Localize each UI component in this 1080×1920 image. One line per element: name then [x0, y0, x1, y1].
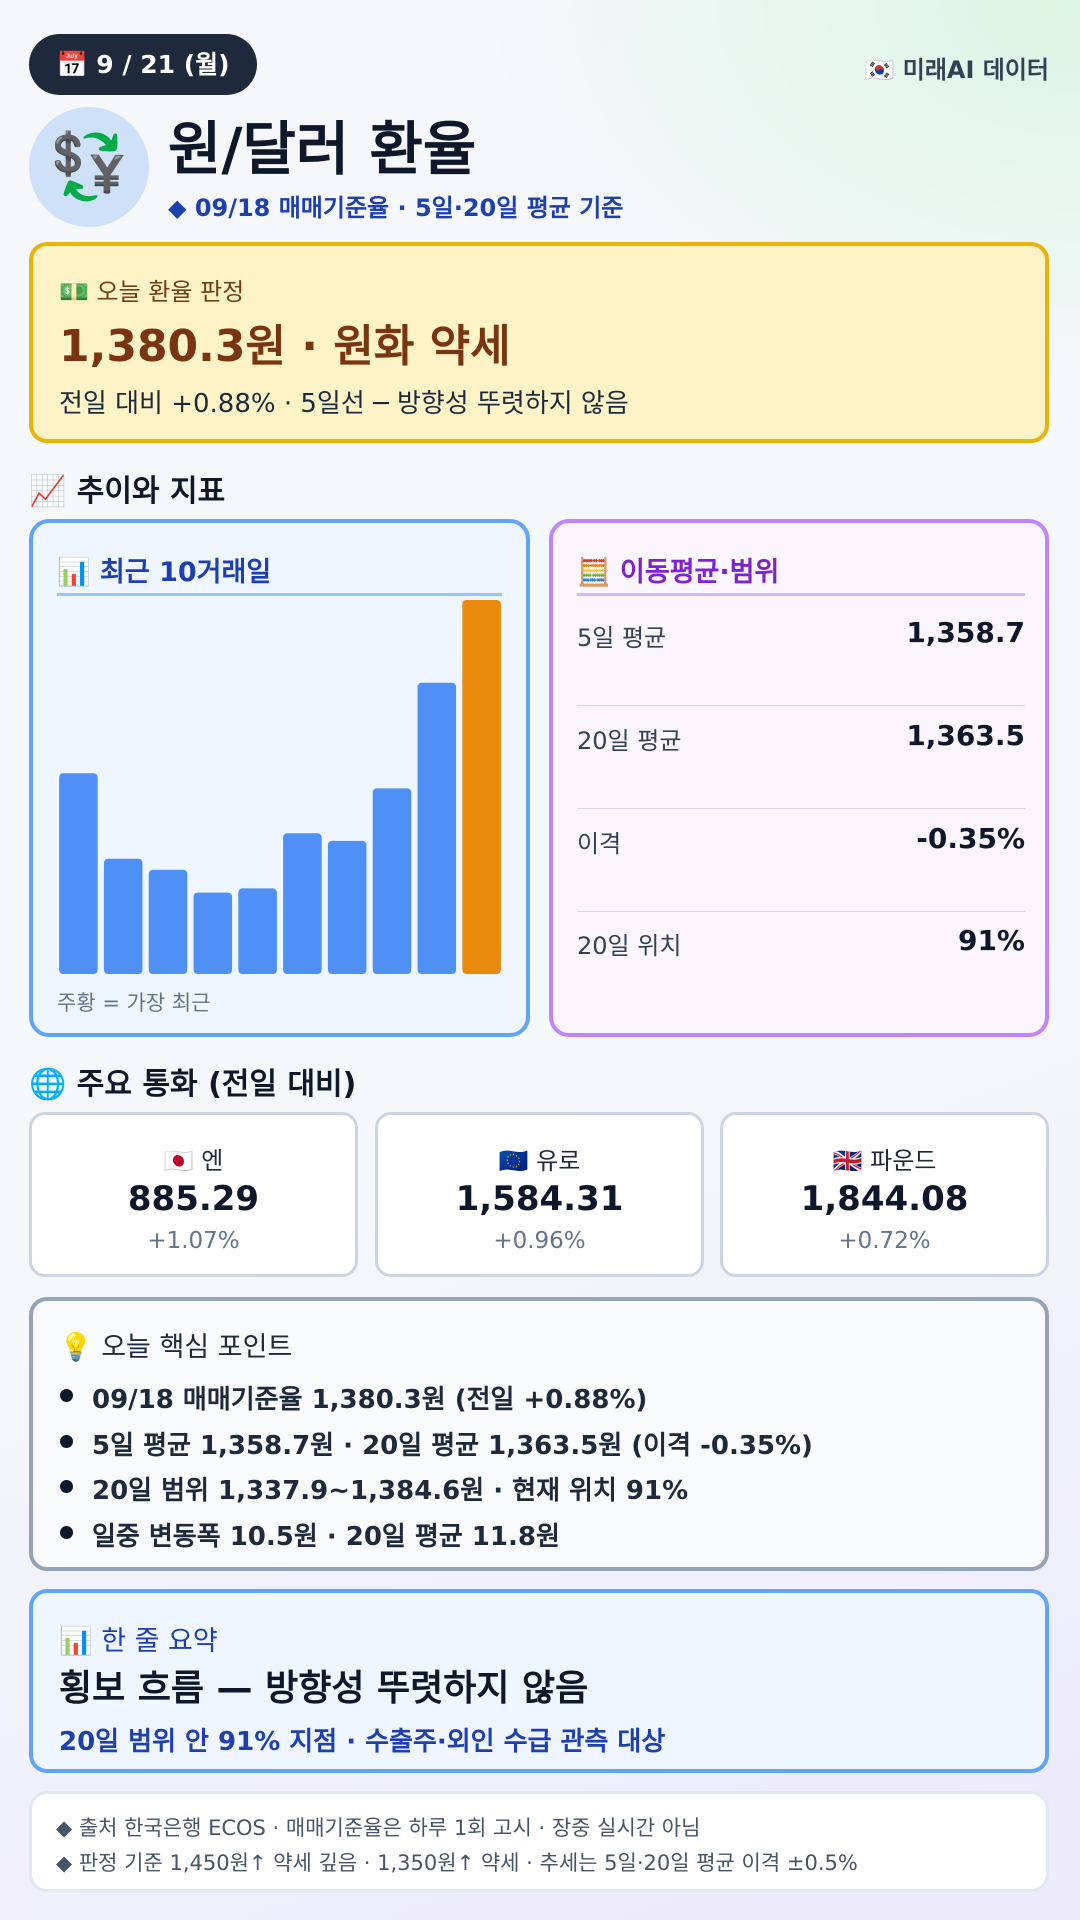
ma-panel: 🧮 이동평균·범위 5일 평균 1,358.7 20일 평균 1,363.5 이격 -0.…: [549, 519, 1049, 1037]
source-badge: 🇰🇷 미래AI 데이터: [864, 56, 1050, 84]
currency-change: +0.72%: [838, 1228, 931, 1254]
row-divider: [577, 705, 1025, 706]
summary-headline: 횡보 흐름 — 방향성 뚜렷하지 않음: [59, 1668, 589, 1709]
bullet: [60, 1434, 73, 1448]
currency-name: 🇪🇺 유로: [498, 1147, 581, 1175]
chart-title: 📊 최근 10거래일: [57, 557, 272, 588]
section-title: 🌐 주요 통화 (전일 대비): [29, 1067, 357, 1102]
bar: [327, 840, 367, 974]
panel-title: 🧮 이동평균·범위: [577, 557, 780, 588]
metric-label: 5일 평균: [577, 624, 667, 652]
bar: [148, 869, 188, 974]
currency-change: +0.96%: [493, 1228, 586, 1254]
metric-label: 이격: [577, 830, 622, 858]
currency-value: 1,584.31: [455, 1179, 624, 1219]
row-divider: [577, 808, 1025, 809]
row-divider: [577, 911, 1025, 912]
currency-value: 885.29: [127, 1179, 260, 1219]
currency-name: 🇯🇵 엔: [163, 1147, 224, 1175]
currency-name: 🇬🇧 파운드: [832, 1147, 937, 1175]
currency-value: 1,844.08: [800, 1179, 969, 1219]
divider: [577, 593, 1025, 596]
footer-card: ◆ 출처 한국은행 ECOS · 매매기준율은 하루 1회 고시 · 장중 실시…: [29, 1791, 1049, 1892]
metric-value: 1,358.7: [906, 616, 1025, 649]
summary-label: 📊 한 줄 요약: [59, 1626, 218, 1657]
point-item: 20일 범위 1,337.9~1,384.6원 · 현재 위치 91%: [92, 1476, 689, 1506]
currency-card: 🇯🇵 엔 885.29 +1.07%: [29, 1112, 358, 1277]
currency-card: 🇪🇺 유로 1,584.31 +0.96%: [375, 1112, 704, 1277]
bar: [193, 892, 233, 974]
bar: [103, 858, 143, 974]
point-item: 09/18 매매기준율 1,380.3원 (전일 +0.88%): [92, 1385, 648, 1415]
verdict-label: 💵 오늘 환율 판정: [59, 278, 245, 306]
bar: [238, 888, 277, 974]
summary-card: 📊 한 줄 요약 횡보 흐름 — 방향성 뚜렷하지 않음 20일 범위 안 91…: [29, 1589, 1049, 1773]
bullet: [60, 1525, 73, 1539]
date-pill: 📅 9 / 21 (월): [29, 34, 257, 95]
metric-value: -0.35%: [916, 822, 1025, 855]
app-icon: 💱: [29, 107, 149, 227]
chart-note: 주황 = 가장 최근: [57, 991, 211, 1015]
bar: [417, 682, 457, 974]
verdict-card: 💵 오늘 환율 판정 1,380.3원 · 원화 약세 전일 대비 +0.88%…: [29, 242, 1049, 443]
footer-line: ◆ 출처 한국은행 ECOS · 매매기준율은 하루 1회 고시 · 장중 실시…: [56, 1816, 701, 1840]
point-item: 일중 변동폭 10.5원 · 20일 평균 11.8원: [92, 1521, 560, 1552]
metric-value: 91%: [957, 924, 1025, 957]
page-title: 원/달러 환율: [168, 115, 477, 183]
bar: [59, 773, 98, 974]
bullet: [60, 1480, 73, 1493]
summary-detail: 20일 범위 안 91% 지점 · 수출주·외인 수급 관측 대상: [59, 1727, 666, 1757]
subtitle: ◆ 09/18 매매기준율 · 5일·20일 평균 기준: [168, 194, 624, 222]
currency-card: 🇬🇧 파운드 1,844.08 +0.72%: [720, 1112, 1049, 1277]
points-card: 💡 오늘 핵심 포인트 09/18 매매기준율 1,380.3원 (전일 +0.…: [29, 1297, 1049, 1571]
metric-label: 20일 평균: [577, 727, 682, 755]
verdict-headline: 1,380.3원 · 원화 약세: [59, 321, 511, 372]
currency-change: +1.07%: [147, 1228, 240, 1254]
bar: [283, 833, 322, 974]
chart-panel: 📊 최근 10거래일 주황 = 가장 최근: [29, 519, 530, 1037]
divider: [57, 593, 502, 596]
metric-value: 1,363.5: [906, 719, 1025, 752]
bullet: [60, 1389, 73, 1402]
points-title: 💡 오늘 핵심 포인트: [59, 1332, 293, 1363]
bar-chart: [59, 600, 501, 974]
section-title: 📈 추이와 지표: [29, 474, 226, 509]
bar: [372, 788, 412, 974]
bar: [462, 600, 501, 974]
point-item: 5일 평균 1,358.7원 · 20일 평균 1,363.5원 (이격 -0.…: [92, 1430, 813, 1461]
metric-label: 20일 위치: [577, 932, 682, 960]
footer-line: ◆ 판정 기준 1,450원↑ 약세 깊음 · 1,350원↑ 약세 · 추세는…: [56, 1851, 858, 1875]
verdict-detail: 전일 대비 +0.88% · 5일선 ─ 방향성 뚜렷하지 않음: [59, 389, 629, 419]
